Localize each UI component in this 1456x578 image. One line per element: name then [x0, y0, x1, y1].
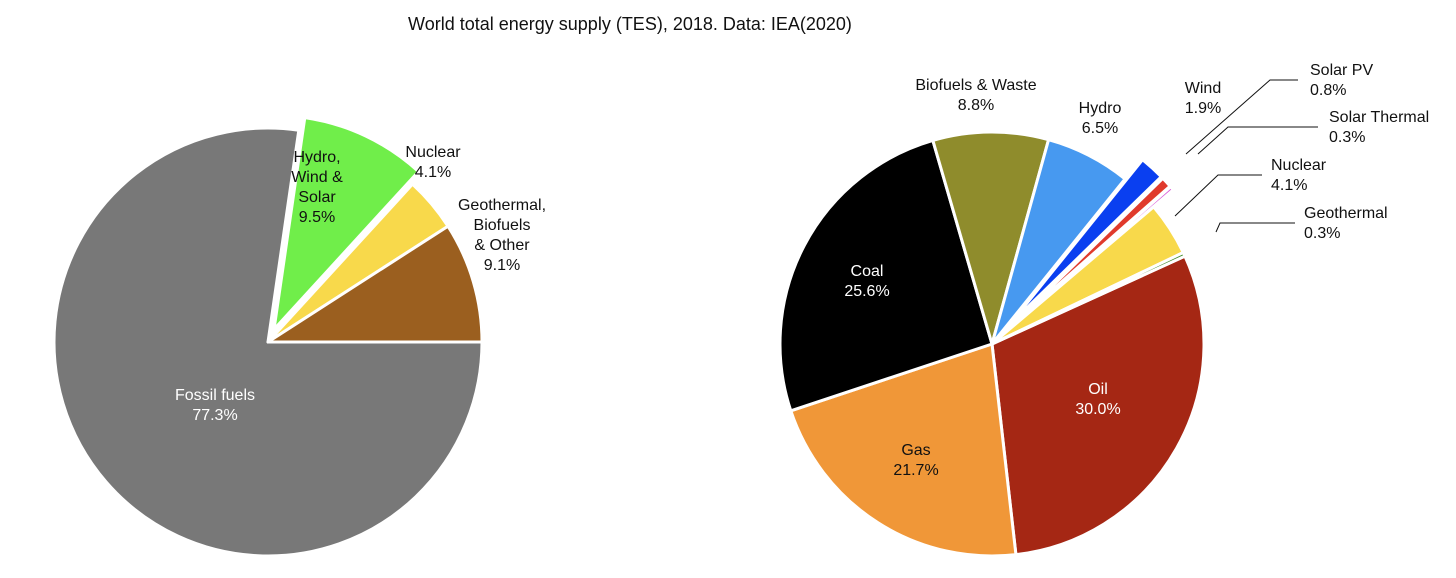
leader-line-geothermal: [1215, 222, 1295, 233]
pie-slice-hydro-wind-solar: [272, 116, 421, 331]
pie-slice-oil: [990, 254, 1206, 557]
slice-label-wind: Wind 1.9%: [1185, 80, 1221, 117]
slice-label-coal: Coal 25.6%: [844, 263, 889, 300]
slice-label-geothermal: Geothermal 0.3%: [1304, 205, 1388, 242]
leader-line-solar-pv: [1185, 79, 1298, 155]
slice-label-oil: Oil 30.0%: [1075, 381, 1120, 418]
pie-slice-coal: [778, 138, 994, 413]
pie-slice-hydro: [990, 138, 1127, 346]
pie-slice-geothermal-biofuels-other: [266, 224, 484, 344]
slice-label-solar-thermal: Solar Thermal 0.3%: [1329, 109, 1429, 146]
pie-slice-biofuels-waste: [931, 130, 1051, 346]
chart-title: World total energy supply (TES), 2018. D…: [408, 14, 852, 34]
pie-chart-detailed: Oil 30.0% Gas 21.7% Coal 25.6% Biofuels & Wast…: [778, 62, 1429, 558]
slice-label-fossil-fuels: Fossil fuels 77.3%: [175, 387, 255, 424]
slice-label-nuclear: Nuclear 4.1%: [405, 144, 461, 181]
slice-label-solar-pv: Solar PV 0.8%: [1310, 62, 1373, 99]
slice-label-hydro-wind-solar: Hydro, Wind & Solar 9.5%: [291, 149, 343, 226]
pie-slice-wind: [1008, 158, 1163, 327]
slice-label-geothermal-biofuels-other: Geothermal, Biofuels & Other 9.1%: [458, 197, 546, 274]
pie-slice-geothermal: [990, 251, 1187, 346]
slice-label-nuclear: Nuclear 4.1%: [1271, 157, 1327, 194]
slice-label-hydro: Hydro 6.5%: [1079, 100, 1122, 137]
pie-chart-aggregate: Fossil fuels 77.3% Hydro, Wind & Solar 9.5% Nu…: [52, 116, 546, 558]
slice-label-gas: Gas 21.7%: [893, 442, 938, 479]
leader-line-solar-thermal: [1197, 126, 1318, 155]
slice-label-biofuels-waste: Biofuels & Waste 8.8%: [915, 77, 1036, 114]
pie-slice-gas: [789, 342, 1018, 558]
leader-line-nuclear: [1174, 174, 1262, 217]
